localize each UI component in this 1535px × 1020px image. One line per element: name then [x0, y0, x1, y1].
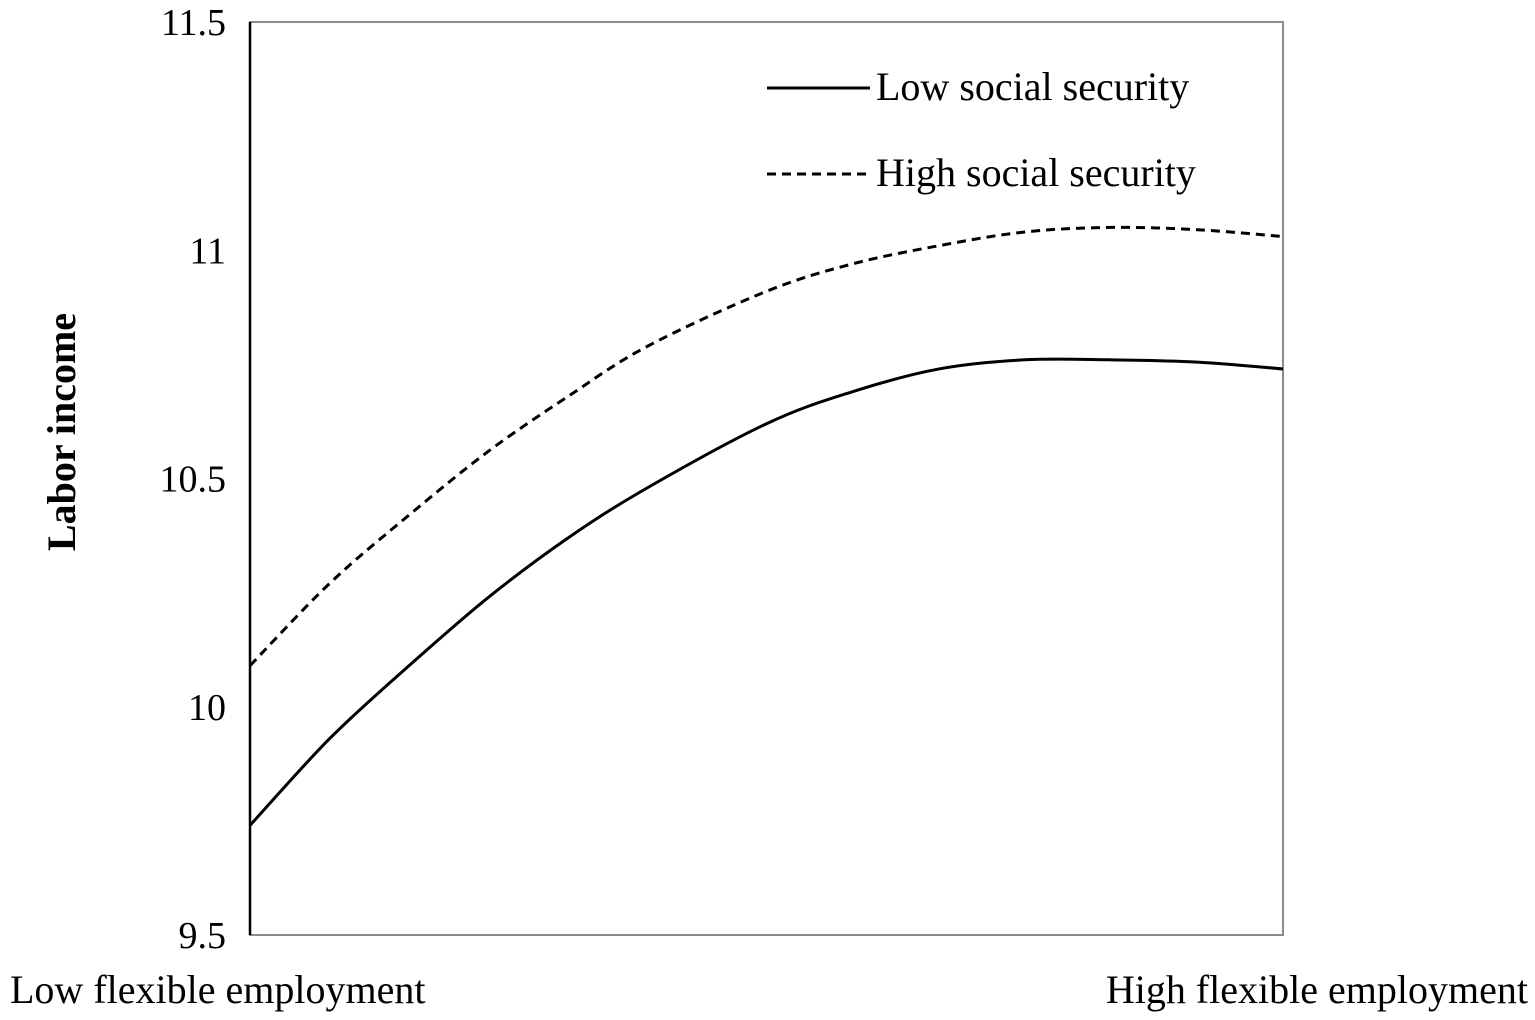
x-axis-right-label: High flexible employment: [1106, 967, 1528, 1012]
series-layer: [248, 225, 1284, 827]
legend: Low social security High social security: [767, 64, 1196, 195]
y-tick-label: 11: [189, 230, 226, 272]
y-tick-label: 10.5: [160, 459, 227, 501]
legend-label-high-social-security: High social security: [876, 150, 1196, 195]
y-tick-label: 9.5: [179, 915, 227, 957]
series-line-high-social-security: [248, 225, 1284, 667]
series-line-low-social-security: [248, 357, 1284, 827]
y-axis-title: Labor income: [39, 313, 84, 551]
y-tick-labels: 9.5 10 10.5 11 11.5: [160, 2, 227, 957]
x-axis-left-label: Low flexible employment: [10, 967, 425, 1012]
y-tick-label: 11.5: [161, 2, 226, 44]
legend-label-low-social-security: Low social security: [876, 64, 1189, 109]
y-tick-label: 10: [188, 687, 226, 729]
